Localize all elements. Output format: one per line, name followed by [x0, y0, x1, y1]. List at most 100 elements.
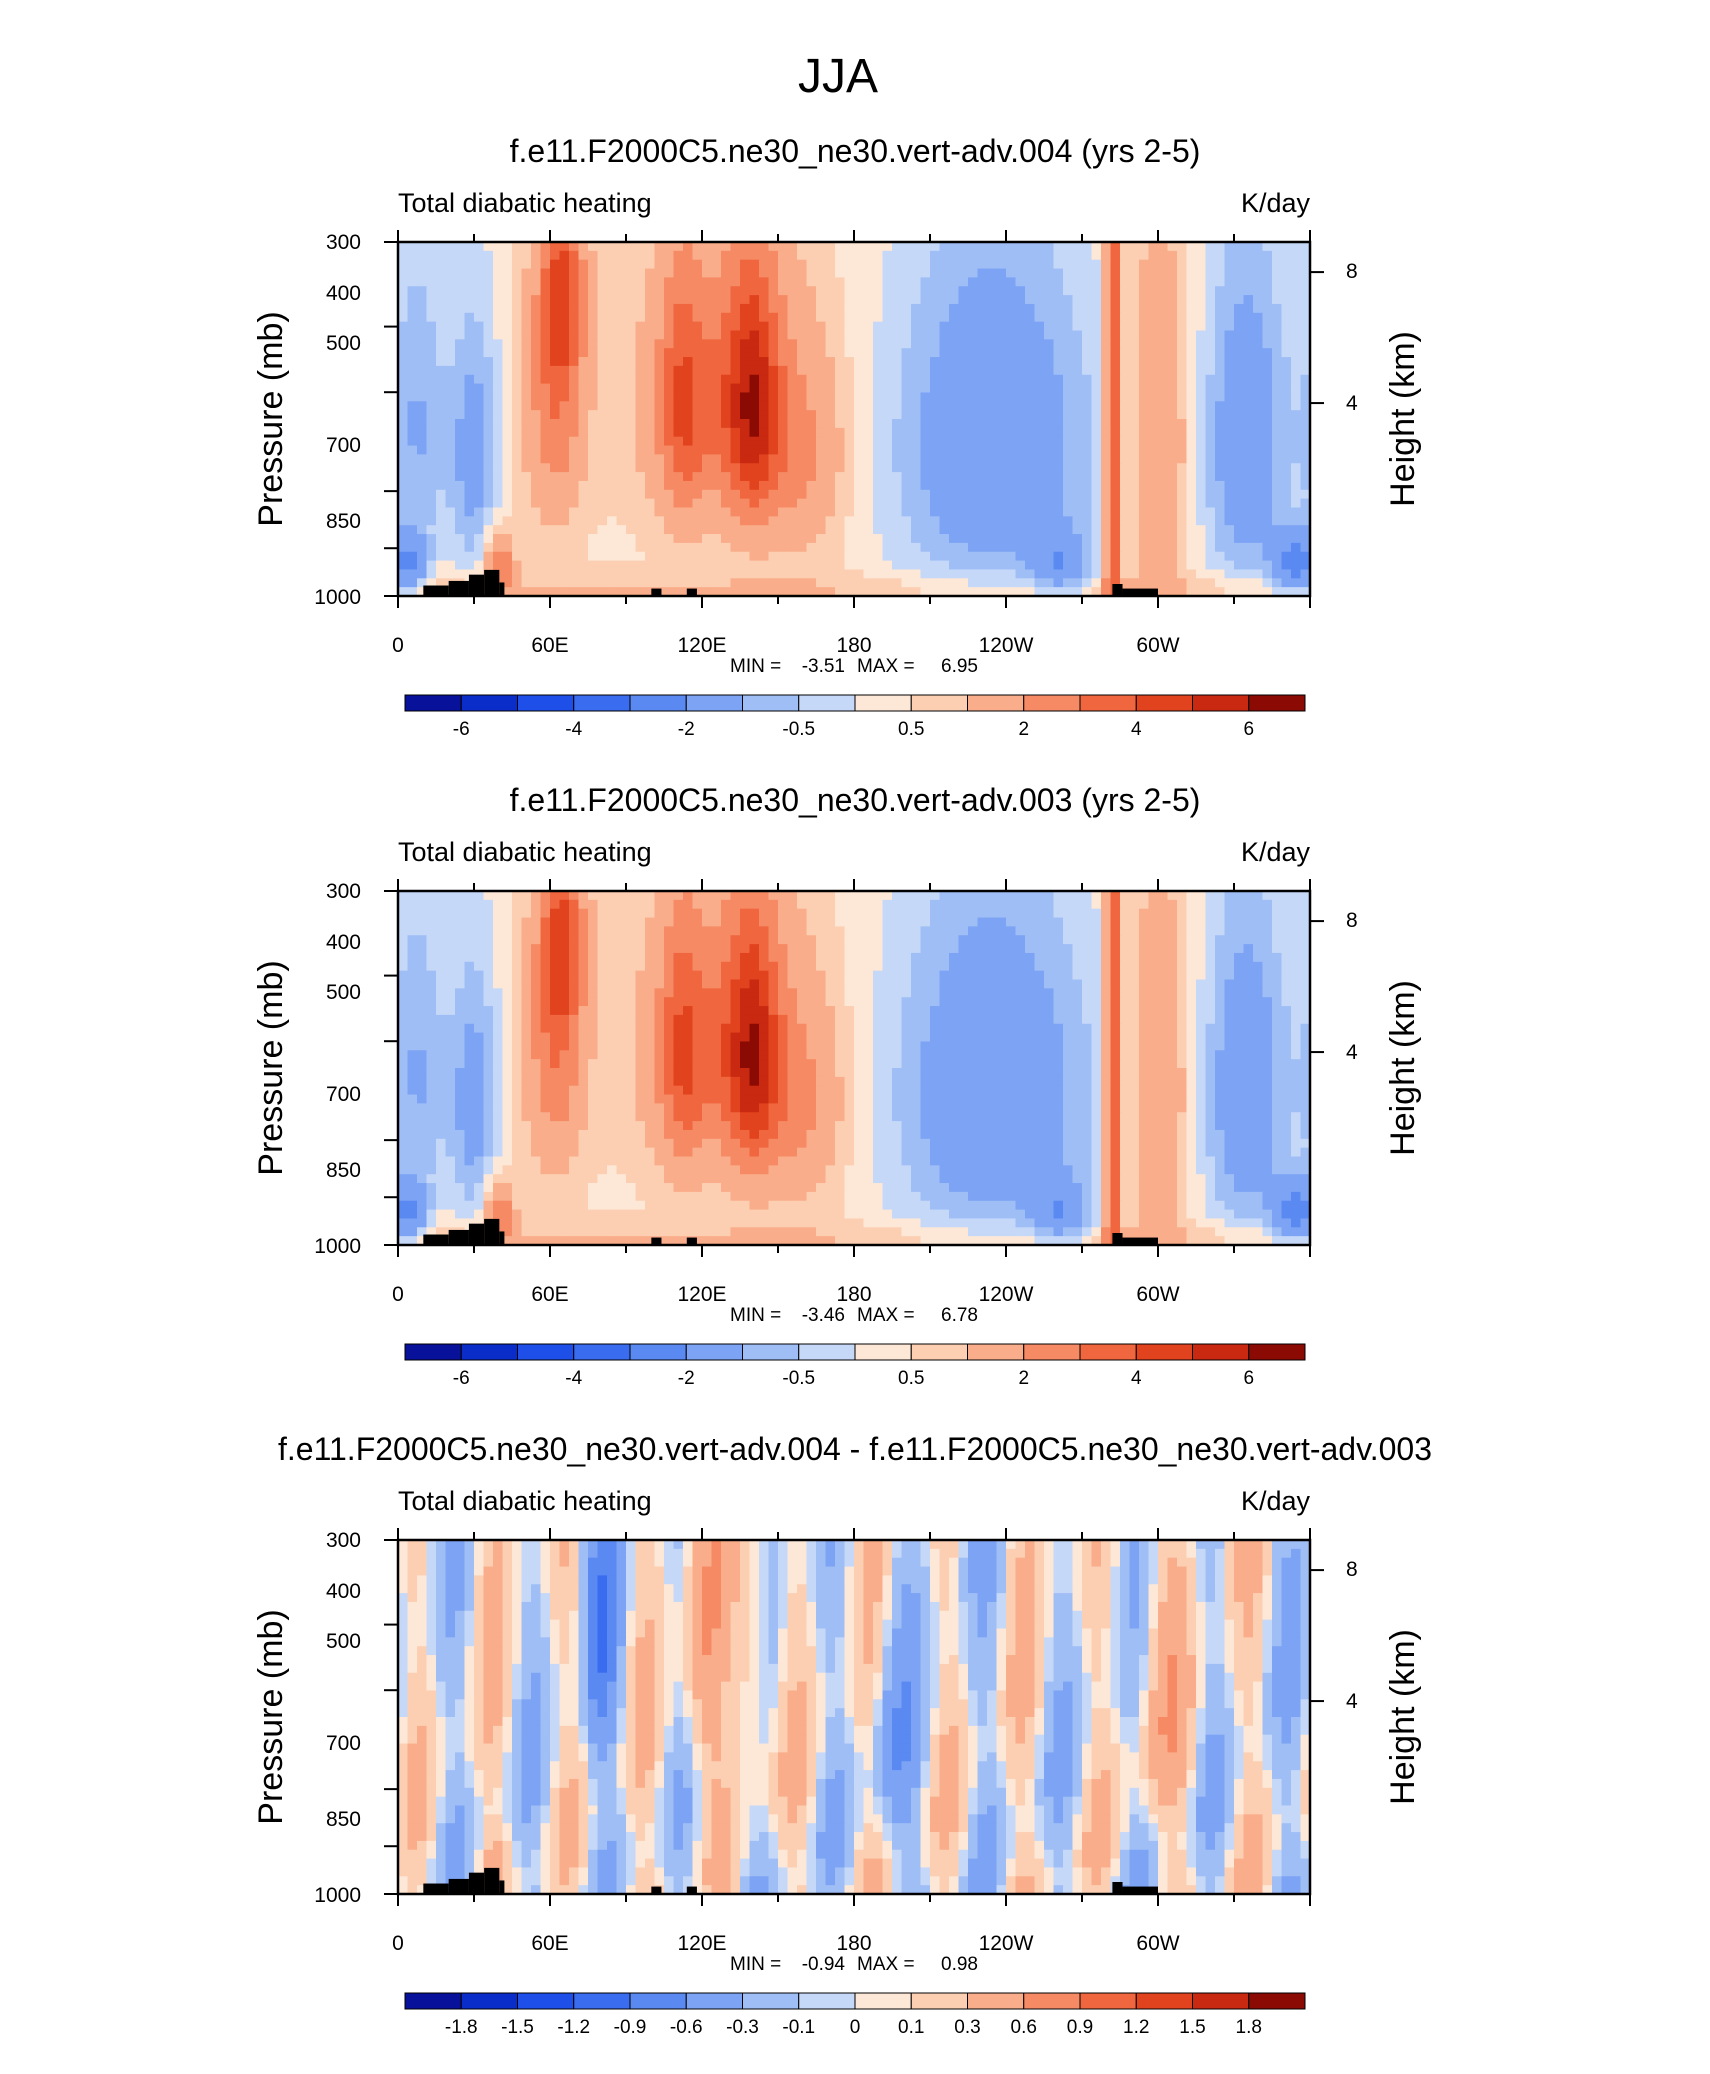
heatmap-cell: [445, 891, 456, 901]
heatmap-cell: [806, 427, 817, 438]
heatmap-cell: [1234, 445, 1245, 455]
heatmap-cell: [1253, 551, 1264, 562]
heatmap-cell: [873, 587, 884, 597]
heatmap-cell: [588, 392, 599, 402]
heatmap-cell: [797, 935, 808, 945]
heatmap-cell: [816, 961, 827, 972]
heatmap-cell: [521, 250, 532, 261]
heatmap-cell: [939, 551, 950, 562]
heatmap-cell: [1243, 410, 1254, 420]
heatmap-cell: [1291, 560, 1302, 571]
heatmap-cell: [1091, 534, 1102, 544]
heatmap-cell: [607, 908, 618, 919]
heatmap-cell: [664, 268, 675, 278]
heatmap-cell: [1120, 891, 1131, 901]
heatmap-cell: [1053, 952, 1064, 963]
heatmap-cell: [1063, 303, 1074, 314]
heatmap-cell: [711, 410, 722, 420]
heatmap-cell: [1262, 542, 1273, 553]
heatmap-cell: [616, 891, 627, 901]
heatmap-cell: [1291, 979, 1302, 989]
heatmap-cell: [1234, 374, 1245, 385]
heatmap-cell: [1044, 899, 1055, 910]
heatmap-cell: [911, 534, 922, 544]
heatmap-cell: [768, 587, 779, 597]
heatmap-cell: [1082, 410, 1093, 420]
heatmap-cell: [920, 516, 931, 526]
heatmap-cell: [920, 578, 931, 588]
heatmap-cell: [1167, 419, 1178, 429]
heatmap-cell: [502, 472, 513, 482]
heatmap-cell: [1196, 944, 1207, 954]
heatmap-cell: [749, 436, 760, 447]
heatmap-cell: [521, 979, 532, 989]
heatmap-cell: [645, 312, 656, 323]
heatmap-cell: [873, 525, 884, 535]
heatmap-cell: [1044, 961, 1055, 972]
heatmap-cell: [1015, 392, 1026, 402]
heatmap-cell: [1120, 427, 1131, 438]
heatmap-cell: [1253, 525, 1264, 535]
heatmap-cell: [759, 268, 770, 278]
heatmap-cell: [1082, 944, 1093, 954]
heatmap-cell: [531, 472, 542, 482]
heatmap-cell: [873, 472, 884, 482]
heatmap-cell: [1139, 961, 1150, 972]
heatmap-cell: [797, 534, 808, 544]
heatmap-cell: [455, 507, 466, 517]
heatmap-cell: [1053, 427, 1064, 438]
heatmap-cell: [559, 525, 570, 535]
heatmap-cell: [1025, 268, 1036, 278]
heatmap-cell: [692, 489, 703, 500]
heatmap-cell: [626, 498, 637, 509]
heatmap-cell: [977, 542, 988, 553]
heatmap-cell: [749, 979, 760, 989]
heatmap-cell: [740, 891, 751, 901]
heatmap-cell: [911, 560, 922, 571]
heatmap-cell: [1243, 463, 1254, 473]
heatmap-cell: [1072, 445, 1083, 455]
land-mask: [468, 574, 485, 596]
heatmap-cell: [1120, 242, 1131, 252]
heatmap-cell: [1177, 268, 1188, 278]
heatmap-cell: [968, 979, 979, 989]
heatmap-cell: [1044, 445, 1055, 455]
heatmap-cell: [787, 979, 798, 989]
heatmap-cell: [502, 961, 513, 972]
heatmap-cell: [540, 277, 551, 287]
heatmap-cell: [1177, 410, 1188, 420]
heatmap-cell: [901, 374, 912, 385]
heatmap-cell: [692, 286, 703, 296]
heatmap-cell: [569, 961, 580, 972]
heatmap-cell: [1234, 463, 1245, 473]
heatmap-cell: [702, 312, 713, 323]
heatmap-cell: [1129, 935, 1140, 945]
heatmap-cell: [892, 587, 903, 597]
heatmap-cell: [1234, 569, 1245, 579]
heatmap-cell: [1053, 445, 1064, 455]
heatmap-cell: [977, 330, 988, 340]
heatmap-cell: [1025, 560, 1036, 571]
heatmap-cell: [436, 445, 447, 455]
heatmap-cell: [1186, 534, 1197, 544]
heatmap-cell: [759, 542, 770, 553]
heatmap-cell: [1006, 935, 1017, 945]
heatmap-cell: [1025, 899, 1036, 910]
heatmap-cell: [778, 578, 789, 588]
heatmap-cell: [1053, 944, 1064, 954]
heatmap-cell: [559, 979, 570, 989]
heatmap-cell: [920, 392, 931, 402]
heatmap-cell: [911, 427, 922, 438]
heatmap-cell: [920, 952, 931, 963]
heatmap-cell: [1158, 357, 1169, 367]
heatmap-cell: [436, 348, 447, 358]
heatmap-cell: [920, 312, 931, 323]
heatmap-cell: [569, 944, 580, 954]
heatmap-cell: [1072, 419, 1083, 429]
heatmap-cell: [797, 587, 808, 597]
heatmap-cell: [721, 365, 732, 376]
heatmap-cell: [1167, 507, 1178, 517]
heatmap-cell: [569, 295, 580, 305]
heatmap-cell: [1110, 312, 1121, 323]
heatmap-cell: [1063, 899, 1074, 910]
